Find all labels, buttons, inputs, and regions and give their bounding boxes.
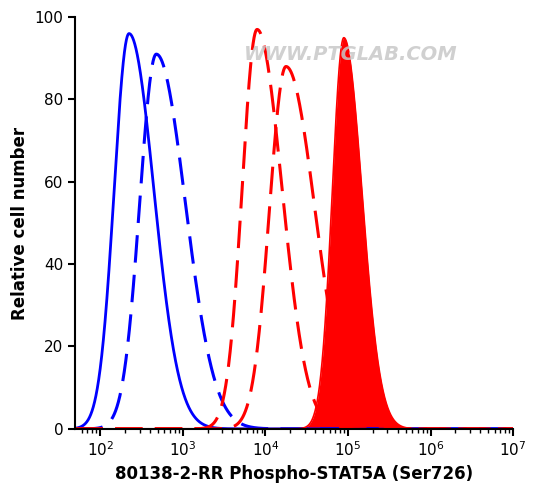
Y-axis label: Relative cell number: Relative cell number	[11, 126, 29, 320]
Text: WWW.PTGLAB.COM: WWW.PTGLAB.COM	[244, 44, 458, 64]
X-axis label: 80138-2-RR Phospho-STAT5A (Ser726): 80138-2-RR Phospho-STAT5A (Ser726)	[115, 465, 473, 483]
